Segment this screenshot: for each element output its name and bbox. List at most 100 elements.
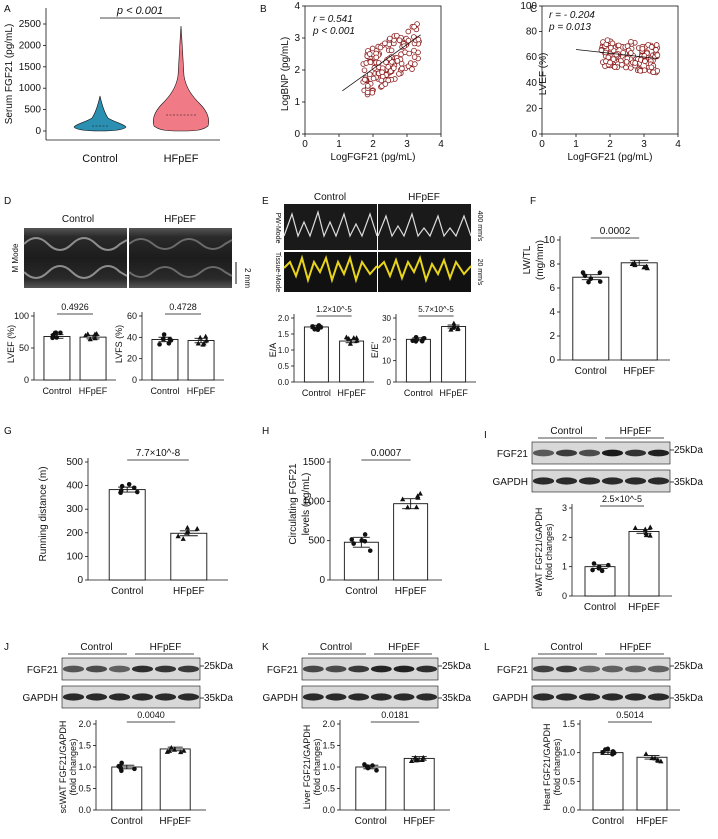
group-label-hfpef: HFpEF	[408, 192, 440, 203]
data-point	[119, 760, 124, 766]
data-point	[160, 336, 166, 342]
group-label-hfpef: HFpEF	[620, 426, 652, 437]
scatter-point	[650, 69, 657, 76]
scatter-point	[385, 77, 392, 84]
panel-l: L Control HFpEF FGF21 GAPDH 25kDa 35kDa Heart F…	[484, 642, 703, 827]
y-tick-label: 40	[127, 332, 137, 342]
y-tick-label: 1.5	[322, 741, 335, 751]
scatter-point	[386, 35, 393, 42]
data-point	[610, 751, 615, 757]
x-tick-label-control: Control	[355, 816, 387, 827]
y-tick-label: 500	[66, 457, 83, 468]
band-fgf21	[370, 665, 392, 673]
p-value-label: 2.5×10^-5	[602, 494, 642, 504]
panel-j: J Control HFpEF FGF21 GAPDH 25kDa 35kDa scWAT F…	[4, 642, 233, 827]
data-point	[643, 263, 650, 269]
y-tick-label: 500	[24, 105, 41, 116]
y-tick-label: 0	[562, 591, 567, 601]
band-gapdh	[647, 693, 670, 701]
group-label-control: Control	[550, 642, 582, 653]
bar-control	[111, 766, 143, 811]
lvfs-chart: 0 20 40 60 Control HFpEF 0.4728	[127, 302, 224, 396]
y-tick-label: 500	[308, 536, 325, 547]
data-point	[413, 757, 419, 763]
y-axis-label-line2: (mg/mm)	[535, 240, 546, 280]
data-point	[631, 260, 638, 265]
scatter-point	[619, 61, 625, 68]
scatter-point	[391, 65, 397, 71]
band-label-fgf21: FGF21	[267, 665, 299, 676]
data-point	[405, 504, 411, 510]
band-gapdh	[647, 477, 670, 485]
data-point	[582, 273, 588, 279]
data-point	[157, 342, 162, 347]
bar-control	[108, 489, 146, 581]
data-point	[590, 567, 595, 573]
kda-label-35: 35kDa	[674, 477, 703, 488]
band-fgf21	[532, 449, 555, 457]
y-tick-label: 30	[382, 314, 391, 323]
y-tick-label: 20	[382, 335, 391, 344]
scatter-point	[370, 75, 377, 82]
x-tick-label-hfpef: HFpEF	[395, 586, 427, 597]
band-gapdh	[393, 693, 415, 701]
x-tick-label: 4	[438, 139, 444, 150]
scatter-point	[377, 44, 384, 51]
y-tick-label: 60	[127, 311, 137, 321]
data-point	[647, 524, 653, 530]
y-tick-label: 0.0	[562, 805, 575, 815]
band-fgf21	[601, 449, 624, 457]
band-gapdh	[624, 693, 647, 701]
mmode-image-control	[24, 228, 127, 288]
x-axis-label: LogFGF21 (pg/mL)	[330, 152, 415, 163]
scatter-point	[639, 46, 646, 52]
scatter-point	[399, 65, 405, 72]
data-point	[184, 524, 191, 530]
data-point	[175, 533, 181, 539]
y-tick-label: 1.5	[278, 330, 290, 339]
scatter-point	[364, 83, 371, 89]
y-tick-label: 1	[562, 562, 567, 572]
pw-doppler-hfpef	[378, 204, 471, 250]
scatter-point	[415, 36, 422, 43]
bar-hfpef	[393, 503, 429, 581]
data-point	[654, 757, 661, 763]
y-axis-label: E/E'	[370, 342, 380, 359]
blot-strip-fgf21	[301, 657, 439, 681]
pw-mode-label: PW-Mode	[274, 213, 281, 244]
y-tick-label: 2.0	[322, 719, 335, 729]
p-value-label: 7.7×10^-8	[136, 448, 181, 459]
band-fgf21	[393, 665, 415, 673]
x-tick-hfpef: HFpEF	[164, 153, 199, 165]
y-tick-label: 4	[549, 307, 555, 318]
scatter-point	[632, 60, 638, 66]
y-tick-label: 0	[549, 355, 555, 366]
p-value-label: 0.4728	[169, 302, 197, 312]
y-tick-label: 1.5	[562, 719, 575, 729]
y-tick-label: 1000	[19, 83, 42, 94]
band-fgf21	[647, 449, 670, 457]
y-tick-label: 0	[35, 126, 41, 137]
scatter-point	[411, 54, 418, 60]
data-point	[632, 262, 638, 268]
data-point	[343, 334, 350, 340]
data-point	[413, 504, 420, 510]
scatter-point	[378, 77, 385, 84]
data-point	[134, 489, 140, 495]
data-point	[351, 541, 356, 546]
band-gapdh	[578, 693, 601, 701]
data-point	[448, 326, 454, 332]
bar-hfpef	[441, 326, 467, 383]
y-tick-label: 2.0	[278, 314, 290, 323]
bar-hfpef	[620, 262, 658, 361]
data-point	[413, 334, 419, 340]
panel-k: K Control HFpEF FGF21 GAPDH 25kDa 35kDa Liver F…	[262, 642, 471, 827]
panel-letter: A	[4, 4, 11, 15]
data-point	[586, 279, 591, 285]
band-gapdh	[154, 693, 177, 701]
regression-line	[342, 34, 421, 92]
scatter-point	[653, 42, 660, 48]
kda-label-35: 35kDa	[674, 693, 703, 704]
blot-strip-fgf21	[531, 441, 671, 465]
band-fgf21	[578, 449, 601, 457]
